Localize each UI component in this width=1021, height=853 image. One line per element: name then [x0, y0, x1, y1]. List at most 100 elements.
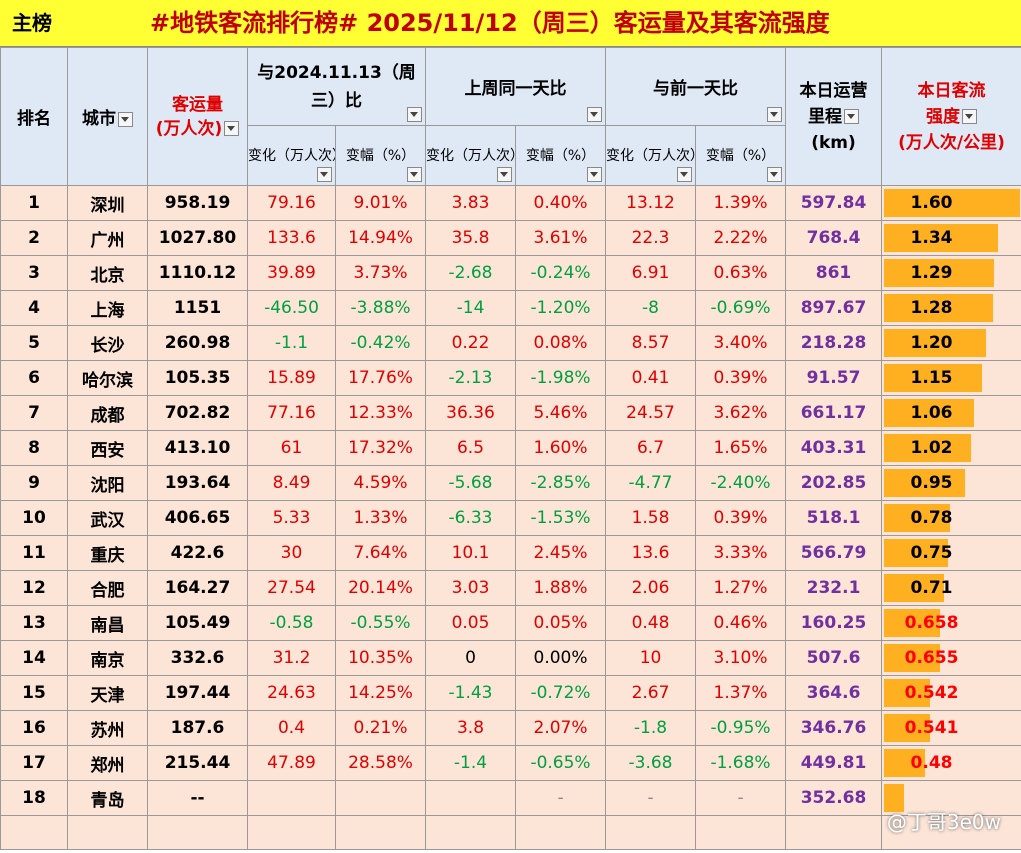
pct-cell: -2.40%	[695, 465, 787, 501]
pct-cell: 28.58%	[334, 745, 427, 781]
filter-dropdown-icon[interactable]	[224, 121, 240, 136]
watermark: @丁哥3e0w	[886, 810, 1001, 834]
change-cell: -0.58	[247, 605, 336, 641]
city-cell: 深圳	[67, 185, 148, 221]
mileage-cell: 897.67	[785, 290, 883, 326]
filter-dropdown-icon[interactable]	[767, 107, 783, 122]
filter-dropdown-icon[interactable]	[407, 107, 423, 122]
empty-cell	[881, 815, 1021, 850]
pct-cell: 3.10%	[695, 640, 787, 676]
table-row: 2 广州 1027.80 133.6 14.94% 35.8 3.61% 22.3 2.22% 7…	[0, 220, 1021, 256]
header-pct: 变幅（%）	[695, 125, 787, 186]
table-row: 10 武汉 406.65 5.33 1.33% -6.33 -1.53% 1.58 0.39% 5…	[0, 500, 1021, 536]
volume-cell: --	[147, 780, 248, 816]
filter-dropdown-icon[interactable]	[118, 111, 133, 127]
city-cell: 武汉	[67, 500, 148, 536]
rank-cell: 4	[0, 290, 68, 326]
pct-cell: 14.25%	[334, 675, 427, 711]
filter-dropdown-icon[interactable]	[767, 167, 783, 182]
table-row: 17 郑州 215.44 47.89 28.58% -1.4 -0.65% -3.68 -1.6…	[0, 745, 1021, 781]
pct-cell: 1.33%	[334, 500, 427, 536]
change-cell: 2.06	[605, 570, 697, 606]
pct-cell: 0.05%	[515, 605, 607, 641]
filter-dropdown-icon[interactable]	[317, 167, 332, 182]
pct-cell: -1.20%	[515, 290, 607, 326]
mileage-cell: 346.76	[785, 710, 883, 746]
change-cell: 10	[605, 640, 697, 676]
intensity-bar	[884, 294, 993, 322]
city-cell: 上海	[67, 290, 148, 326]
table-row: 12 合肥 164.27 27.54 20.14% 3.03 1.88% 2.06 1.27% 2…	[0, 570, 1021, 606]
intensity-value: 1.28	[910, 298, 953, 318]
intensity-cell: 1.20	[881, 325, 1021, 361]
change-cell: -1.8	[605, 710, 697, 746]
intensity-cell: 1.06	[881, 395, 1021, 431]
change-cell: -46.50	[247, 290, 336, 326]
change-cell: 35.8	[425, 220, 517, 256]
pct-cell: -0.55%	[334, 605, 427, 641]
pct-cell: -1.98%	[515, 360, 607, 396]
rank-cell: 12	[0, 570, 68, 606]
intensity-cell: 0.542	[881, 675, 1021, 711]
change-cell: 1.58	[605, 500, 697, 536]
volume-cell: 197.44	[147, 675, 248, 711]
intensity-cell: 0.71	[881, 570, 1021, 606]
city-cell: 沈阳	[67, 465, 148, 501]
pct-cell: 0.46%	[695, 605, 787, 641]
filter-dropdown-icon[interactable]	[677, 167, 693, 182]
table-row: 11 重庆 422.6 30 7.64% 10.1 2.45% 13.6 3.33% 566.79…	[0, 535, 1021, 571]
change-cell: -1.4	[425, 745, 517, 781]
filter-dropdown-icon[interactable]	[497, 167, 513, 182]
pct-cell: -	[695, 780, 787, 816]
change-cell: 6.91	[605, 255, 697, 291]
intensity-value: 1.34	[910, 228, 953, 248]
intensity-value: 1.15	[910, 368, 953, 388]
pct-cell: 4.59%	[334, 465, 427, 501]
change-cell: -2.13	[425, 360, 517, 396]
volume-cell: 1110.12	[147, 255, 248, 291]
city-cell: 郑州	[67, 745, 148, 781]
empty-cell	[147, 815, 248, 850]
pct-cell: 3.40%	[695, 325, 787, 361]
volume-cell: 413.10	[147, 430, 248, 466]
filter-dropdown-icon[interactable]	[962, 109, 978, 124]
mileage-cell: 160.25	[785, 605, 883, 641]
title-bar: 主榜 #地铁客流排行榜# 2025/11/12（周三）客运量及其客流强度	[0, 0, 1021, 47]
rank-cell: 10	[0, 500, 68, 536]
filter-dropdown-icon[interactable]	[587, 107, 603, 122]
pct-cell: 5.46%	[515, 395, 607, 431]
intensity-cell: 1.29	[881, 255, 1021, 291]
volume-cell: 1027.80	[147, 220, 248, 256]
mileage-cell: 232.1	[785, 570, 883, 606]
mileage-cell: 507.6	[785, 640, 883, 676]
intensity-cell: 0.48	[881, 745, 1021, 781]
pct-cell: 2.07%	[515, 710, 607, 746]
intensity-cell: 0.95	[881, 465, 1021, 501]
change-cell: 39.89	[247, 255, 336, 291]
intensity-bar	[884, 749, 925, 777]
intensity-value: 1.29	[910, 263, 953, 283]
pct-cell: 0.00%	[515, 640, 607, 676]
intensity-value: 1.60	[910, 193, 953, 213]
mileage-cell: 364.6	[785, 675, 883, 711]
pct-cell: 0.39%	[695, 360, 787, 396]
intensity-cell: 1.15	[881, 360, 1021, 396]
header-volume: 客运量 (万人次)	[147, 47, 248, 186]
filter-dropdown-icon[interactable]	[844, 109, 860, 124]
table-row: 6 哈尔滨 105.35 15.89 17.76% -2.13 -1.98% 0.41 0.39…	[0, 360, 1021, 396]
intensity-value: 1.02	[910, 438, 953, 458]
city-cell: 合肥	[67, 570, 148, 606]
rank-cell: 6	[0, 360, 68, 396]
change-cell: 8.49	[247, 465, 336, 501]
intensity-value: 0.71	[910, 578, 953, 598]
rank-cell: 7	[0, 395, 68, 431]
filter-dropdown-icon[interactable]	[587, 167, 603, 182]
pct-cell: 0.21%	[334, 710, 427, 746]
header-mileage: 本日运营 里程 (km)	[785, 47, 883, 186]
pct-cell: 0.39%	[695, 500, 787, 536]
pct-cell: 1.60%	[515, 430, 607, 466]
pct-cell: 2.45%	[515, 535, 607, 571]
intensity-bar	[884, 189, 1021, 217]
filter-dropdown-icon[interactable]	[407, 167, 423, 182]
change-cell: 30	[247, 535, 336, 571]
